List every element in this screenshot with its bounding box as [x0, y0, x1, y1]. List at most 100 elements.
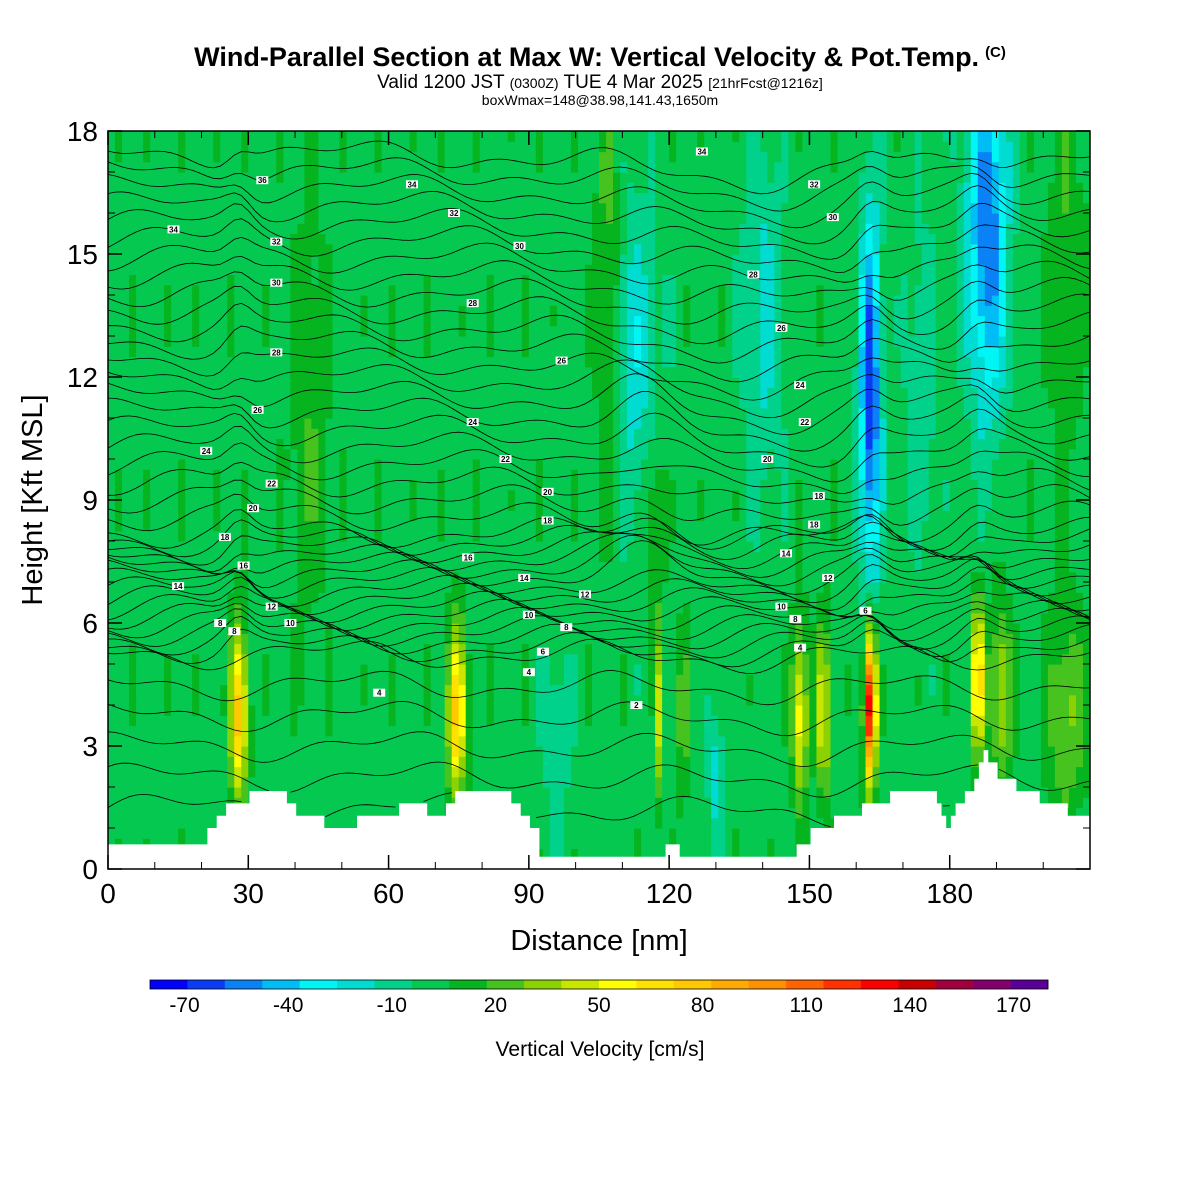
w-cell — [486, 541, 495, 552]
w-cell — [486, 202, 495, 214]
w-cell — [430, 797, 439, 809]
w-cell — [549, 735, 558, 747]
w-cell — [472, 612, 481, 624]
w-cell — [542, 182, 551, 194]
w-cell — [388, 141, 397, 153]
w-cell — [472, 602, 481, 614]
w-cell — [108, 254, 116, 265]
w-cell — [437, 356, 446, 368]
w-cell — [311, 377, 320, 388]
w-cell — [563, 684, 572, 696]
w-cell — [437, 141, 446, 153]
w-cell — [528, 295, 537, 306]
w-cell — [269, 469, 277, 481]
w-cell — [171, 510, 179, 522]
w-cell — [164, 520, 172, 532]
w-cell — [556, 172, 565, 183]
w-cell — [129, 612, 137, 624]
w-cell — [192, 766, 200, 778]
w-cell — [318, 807, 327, 819]
w-cell — [129, 161, 137, 173]
w-cell — [535, 602, 544, 614]
w-cell — [192, 264, 200, 276]
w-cell — [136, 735, 144, 747]
w-cell — [171, 356, 179, 368]
w-cell — [213, 705, 221, 716]
w-cell — [416, 643, 425, 655]
w-cell — [437, 418, 446, 429]
w-cell — [283, 254, 291, 265]
w-cell — [479, 694, 488, 706]
w-cell — [395, 725, 404, 737]
w-cell — [535, 797, 544, 809]
w-cell — [556, 541, 565, 552]
w-cell — [360, 377, 369, 388]
w-cell — [276, 254, 284, 265]
w-cell — [304, 295, 313, 306]
w-cell — [444, 551, 453, 563]
w-cell — [129, 366, 137, 378]
w-cell — [122, 448, 130, 460]
w-cell — [521, 418, 530, 429]
w-cell — [479, 274, 488, 286]
w-cell — [507, 684, 516, 696]
w-cell — [535, 418, 544, 429]
w-cell — [444, 315, 453, 327]
w-cell — [353, 284, 362, 296]
w-cell — [416, 623, 425, 634]
w-cell — [514, 356, 523, 368]
w-cell — [192, 551, 200, 563]
w-cell — [339, 141, 348, 153]
w-cell — [535, 725, 544, 737]
w-cell — [395, 192, 404, 204]
w-cell — [388, 202, 397, 214]
w-cell — [472, 459, 481, 470]
w-cell — [199, 397, 207, 409]
w-cell — [283, 346, 291, 358]
w-cell — [290, 510, 298, 522]
w-cell — [199, 254, 207, 265]
w-cell — [360, 305, 369, 317]
w-cell — [521, 551, 530, 563]
w-cell — [276, 776, 284, 788]
w-cell — [136, 377, 144, 388]
w-cell — [213, 766, 221, 778]
w-cell — [360, 418, 369, 429]
w-cell — [458, 520, 467, 532]
w-cell — [549, 612, 558, 624]
w-cell — [185, 479, 193, 491]
w-cell — [122, 653, 130, 665]
w-cell — [479, 551, 488, 563]
w-cell — [486, 674, 495, 686]
w-cell — [185, 387, 193, 399]
w-cell — [388, 172, 397, 183]
w-cell — [381, 141, 390, 153]
w-cell — [353, 664, 362, 675]
w-cell — [150, 438, 158, 450]
w-cell — [416, 243, 425, 255]
w-cell — [402, 438, 411, 450]
w-cell — [199, 274, 207, 286]
w-cell — [423, 592, 432, 604]
w-cell — [150, 151, 158, 163]
w-cell — [269, 561, 277, 573]
w-cell — [276, 325, 284, 337]
w-cell — [381, 397, 390, 409]
w-cell — [276, 694, 284, 706]
w-cell — [290, 469, 298, 481]
w-cell — [507, 233, 516, 245]
w-cell — [115, 571, 123, 583]
w-cell — [528, 571, 537, 583]
w-cell — [437, 284, 446, 296]
w-cell — [402, 366, 411, 378]
w-cell — [171, 561, 179, 573]
w-cell — [402, 141, 411, 153]
w-cell — [409, 254, 418, 265]
w-cell — [437, 315, 446, 327]
w-cell — [423, 623, 432, 634]
w-cell — [220, 182, 228, 194]
w-cell — [430, 643, 439, 655]
w-cell — [227, 274, 235, 286]
w-cell — [297, 202, 305, 214]
w-cell — [570, 766, 579, 778]
